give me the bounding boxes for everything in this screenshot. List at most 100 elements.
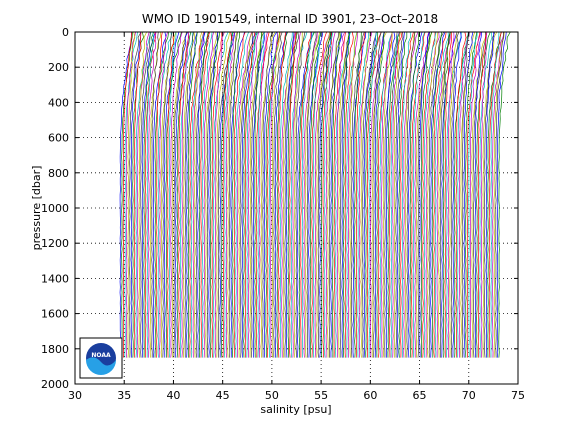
salinity-profile-line (316, 31, 331, 358)
salinity-profile-line (354, 31, 362, 358)
salinity-profile-line (183, 31, 196, 358)
salinity-profile-line (152, 31, 167, 358)
salinity-profile-line (465, 31, 478, 358)
salinity-profile-line (252, 31, 266, 358)
salinity-profile-line (374, 31, 385, 358)
salinity-profile-line (202, 31, 213, 358)
salinity-profile-line (447, 31, 455, 358)
salinity-profile-line (162, 31, 173, 358)
salinity-profile-line (370, 31, 386, 358)
salinity-profile-line (140, 31, 151, 358)
salinity-profile-line (492, 31, 505, 358)
salinity-profile-line (154, 31, 169, 358)
salinity-profile-line (457, 31, 469, 358)
salinity-profile-line (393, 31, 401, 358)
salinity-profile-line (420, 31, 433, 358)
salinity-profile-line (439, 31, 451, 358)
salinity-profile-line (259, 31, 268, 358)
salinity-profile-line (400, 31, 414, 358)
salinity-profile-line (127, 31, 136, 358)
salinity-profile-line (458, 31, 470, 358)
salinity-profile-line (496, 31, 507, 358)
y-tick-label: 1400 (41, 272, 69, 285)
salinity-profile-line (278, 31, 287, 358)
salinity-profile-line (297, 31, 312, 358)
salinity-profile-line (303, 31, 318, 358)
salinity-profile-line (414, 31, 430, 358)
salinity-profile-line (186, 31, 198, 358)
x-tick-label: 40 (166, 389, 180, 402)
salinity-profile-line (423, 31, 437, 358)
salinity-profile-line (436, 31, 451, 358)
salinity-profile-line (317, 31, 332, 358)
salinity-profile-line (176, 31, 192, 358)
y-tick-label: 1800 (41, 343, 69, 356)
salinity-profile-line (349, 31, 358, 358)
salinity-profile-line (276, 31, 289, 358)
salinity-profile-line (143, 31, 155, 358)
salinity-profile-line (208, 31, 219, 358)
y-axis-label: pressure [dbar] (30, 166, 43, 251)
salinity-profile-line (167, 31, 175, 358)
chart-title: WMO ID 1901549, internal ID 3901, 23–Oct… (142, 12, 438, 26)
salinity-profile-line (241, 31, 257, 358)
salinity-profile-line (130, 31, 142, 358)
salinity-profile-line (125, 31, 136, 358)
salinity-profile-line (346, 31, 358, 358)
salinity-profile-line (341, 31, 350, 358)
x-tick-label: 60 (363, 389, 377, 402)
salinity-profile-line (119, 31, 132, 358)
salinity-profile-line (284, 31, 300, 358)
salinity-profile-line (452, 31, 462, 358)
salinity-profile-line (433, 31, 447, 358)
salinity-profile-line (450, 31, 460, 358)
salinity-profile-line (385, 31, 396, 358)
salinity-profile-line (151, 31, 160, 358)
salinity-profile-line (279, 31, 293, 358)
salinity-profile-line (357, 31, 369, 358)
salinity-profile-line (301, 31, 314, 358)
salinity-profile-line (214, 31, 225, 358)
salinity-profile-line (397, 31, 405, 358)
salinity-profile-line (422, 31, 436, 358)
salinity-profile-line (460, 31, 476, 358)
salinity-profile-line (267, 31, 281, 358)
salinity-profile-line (398, 31, 408, 358)
salinity-profile-line (362, 31, 377, 358)
salinity-profile-line (159, 31, 169, 358)
salinity-profile-line (292, 31, 301, 358)
salinity-profile-line (184, 31, 195, 358)
salinity-profile-line (249, 31, 263, 358)
salinity-profile-line (248, 31, 259, 358)
salinity-profile-line (487, 31, 502, 358)
salinity-profile-line (444, 31, 453, 358)
salinity-profile-line (190, 31, 205, 358)
salinity-profile-line (197, 31, 206, 358)
salinity-profile-line (240, 31, 253, 358)
salinity-profile-line (373, 31, 382, 358)
salinity-profile-line (417, 31, 430, 358)
salinity-profile-line (355, 31, 366, 358)
salinity-profile-line (438, 31, 451, 358)
profile-lines (119, 31, 511, 358)
salinity-profile-line (352, 31, 367, 358)
salinity-profile-line (129, 31, 142, 358)
salinity-profile-line (178, 31, 190, 358)
salinity-profile-line (471, 31, 486, 358)
salinity-profile-line (320, 31, 332, 358)
salinity-profile-line (365, 31, 378, 358)
salinity-profile-line (200, 31, 211, 358)
salinity-profile-line (168, 31, 177, 358)
salinity-profile-line (468, 31, 478, 358)
salinity-profile-line (488, 31, 502, 358)
salinity-profile-line (187, 31, 198, 358)
salinity-profile-line (319, 31, 332, 358)
salinity-profile-line (263, 31, 277, 358)
x-tick-label: 55 (314, 389, 328, 402)
salinity-profile-line (376, 31, 385, 358)
salinity-profile-line (347, 31, 359, 358)
salinity-profile-line (298, 31, 315, 358)
salinity-profile-line (431, 31, 442, 358)
salinity-profile-line (390, 31, 400, 358)
